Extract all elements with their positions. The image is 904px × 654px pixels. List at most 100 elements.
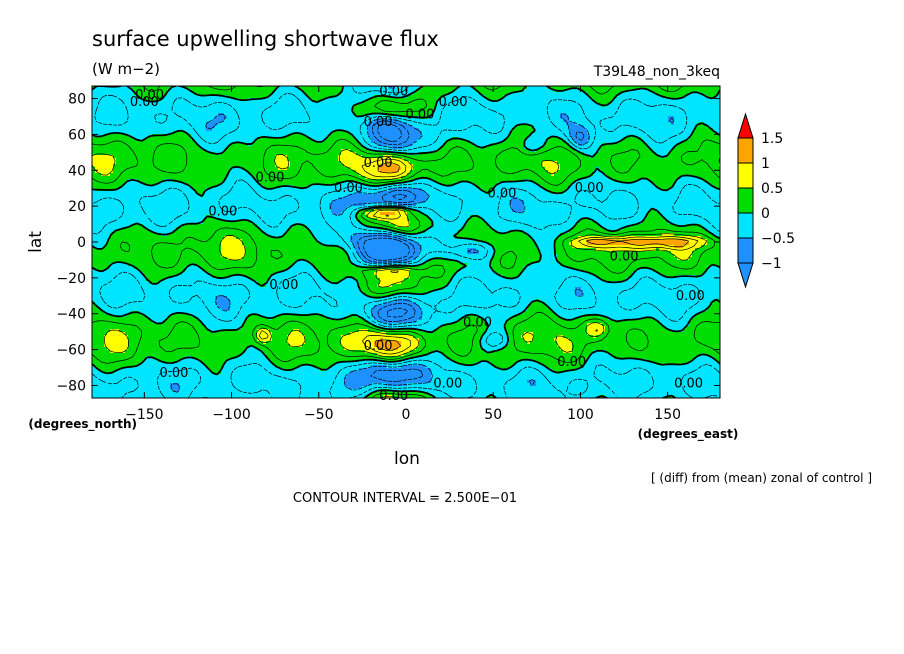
heatmap-cell: [209, 260, 212, 263]
heatmap-cell: [167, 197, 170, 200]
heatmap-cell: [137, 113, 140, 116]
heatmap-cell: [197, 374, 200, 377]
heatmap-cell: [158, 230, 161, 233]
heatmap-cell: [152, 368, 155, 371]
heatmap-cell: [155, 392, 158, 395]
heatmap-cell: [188, 281, 191, 284]
heatmap-cell: [101, 191, 104, 194]
heatmap-cell: [227, 101, 230, 104]
heatmap-cell: [164, 239, 167, 242]
heatmap-cell: [125, 152, 128, 155]
heatmap-cell: [191, 119, 194, 122]
heatmap-cell: [119, 137, 122, 140]
heatmap-cell: [158, 218, 161, 221]
heatmap-cell: [119, 230, 122, 233]
heatmap-cell: [173, 254, 176, 257]
heatmap-cell: [143, 197, 146, 200]
heatmap-cell: [191, 209, 194, 212]
heatmap-cell: [98, 275, 101, 278]
heatmap-cell: [149, 212, 152, 215]
heatmap-cell: [182, 89, 185, 92]
heatmap-cell: [137, 251, 140, 254]
heatmap-cell: [167, 353, 170, 356]
heatmap-cell: [134, 260, 137, 263]
heatmap-cell: [170, 197, 173, 200]
heatmap-cell: [200, 140, 203, 143]
heatmap-cell: [176, 104, 179, 107]
heatmap-cell: [182, 206, 185, 209]
heatmap-cell: [125, 221, 128, 224]
heatmap-cell: [197, 188, 200, 191]
heatmap-cell: [188, 188, 191, 191]
heatmap-cell: [212, 104, 215, 107]
heatmap-cell: [104, 119, 107, 122]
heatmap-cell: [212, 98, 215, 101]
heatmap-cell: [92, 260, 95, 263]
heatmap-cell: [143, 302, 146, 305]
heatmap-cell: [95, 212, 98, 215]
heatmap-cell: [179, 326, 182, 329]
heatmap-cell: [125, 212, 128, 215]
heatmap-cell: [137, 272, 140, 275]
heatmap-cell: [113, 110, 116, 113]
heatmap-cell: [95, 260, 98, 263]
heatmap-cell: [224, 371, 227, 374]
heatmap-cell: [137, 332, 140, 335]
heatmap-cell: [215, 200, 218, 203]
heatmap-cell: [203, 296, 206, 299]
heatmap-cell: [164, 284, 167, 287]
heatmap-cell: [230, 128, 233, 131]
heatmap-cell: [206, 383, 209, 386]
heatmap-cell: [170, 263, 173, 266]
heatmap-cell: [125, 203, 128, 206]
heatmap-cell: [191, 389, 194, 392]
heatmap-cell: [137, 254, 140, 257]
heatmap-cell: [158, 272, 161, 275]
heatmap-cell: [227, 290, 230, 293]
heatmap-cell: [131, 341, 134, 344]
heatmap-cell: [218, 254, 221, 257]
heatmap-cell: [164, 206, 167, 209]
heatmap-cell: [122, 326, 125, 329]
heatmap-cell: [188, 329, 191, 332]
heatmap-cell: [227, 293, 230, 296]
heatmap-cell: [197, 149, 200, 152]
heatmap-cell: [146, 239, 149, 242]
heatmap-cell: [212, 296, 215, 299]
heatmap-cell: [197, 377, 200, 380]
heatmap-cell: [122, 128, 125, 131]
heatmap-cell: [146, 158, 149, 161]
heatmap-cell: [143, 260, 146, 263]
heatmap-cell: [164, 164, 167, 167]
heatmap-cell: [143, 200, 146, 203]
heatmap-cell: [188, 215, 191, 218]
heatmap-cell: [170, 305, 173, 308]
heatmap-cell: [221, 122, 224, 125]
heatmap-cell: [200, 206, 203, 209]
heatmap-cell: [128, 380, 131, 383]
heatmap-cell: [227, 323, 230, 326]
heatmap-cell: [158, 254, 161, 257]
heatmap-cell: [182, 161, 185, 164]
heatmap-cell: [113, 176, 116, 179]
heatmap-cell: [158, 296, 161, 299]
heatmap-cell: [170, 155, 173, 158]
heatmap-cell: [110, 251, 113, 254]
heatmap-cell: [155, 122, 158, 125]
heatmap-cell: [176, 353, 179, 356]
heatmap-cell: [119, 266, 122, 269]
heatmap-cell: [98, 89, 101, 92]
heatmap-cell: [209, 182, 212, 185]
heatmap-cell: [173, 293, 176, 296]
heatmap-cell: [212, 350, 215, 353]
heatmap-cell: [116, 164, 119, 167]
heatmap-cell: [107, 326, 110, 329]
heatmap-cell: [128, 173, 131, 176]
heatmap-cell: [128, 239, 131, 242]
heatmap-cell: [140, 257, 143, 260]
heatmap-cell: [116, 104, 119, 107]
heatmap-cell: [134, 203, 137, 206]
heatmap-cell: [188, 305, 191, 308]
heatmap-cell: [179, 239, 182, 242]
heatmap-cell: [170, 335, 173, 338]
